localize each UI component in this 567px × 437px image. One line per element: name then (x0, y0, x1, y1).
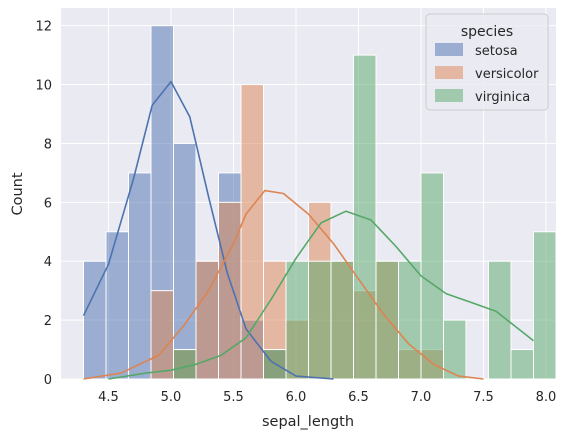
kde-line-setosa (82, 80, 334, 380)
legend-items: setosa versicolor virginica (435, 43, 539, 105)
legend-swatch-setosa (435, 43, 463, 56)
bar-virginica-15 (420, 172, 444, 380)
legend-title: species (461, 24, 513, 40)
legend: species setosa versicolor virginica (425, 13, 549, 111)
bar-versicolor-6 (218, 201, 242, 380)
y-axis-label: Count (10, 172, 26, 215)
kde-curves (82, 80, 534, 380)
y-tick-labels: 0 2 4 6 8 10 12 (35, 20, 52, 388)
y-tick-label-0: 0 (44, 373, 52, 388)
y-tick-label-4: 8 (44, 137, 52, 152)
bar-virginica-18 (488, 260, 512, 380)
bar-setosa-0 (83, 260, 107, 380)
kde-line-versicolor (83, 189, 484, 380)
bar-virginica-13 (375, 260, 399, 380)
x-tick-label-0: 4.5 (98, 390, 119, 405)
bar-virginica-10 (308, 260, 332, 380)
y-tick-label-2: 4 (44, 255, 52, 270)
histogram-bars (83, 25, 557, 380)
bar-virginica-11 (330, 260, 354, 380)
legend-swatch-virginica (435, 89, 463, 102)
x-tick-label-5: 7.0 (411, 390, 432, 405)
x-tick-label-7: 8.0 (536, 390, 557, 405)
bar-virginica-14 (398, 260, 422, 380)
bar-versicolor-3 (150, 290, 174, 380)
y-tick-label-3: 6 (44, 196, 52, 211)
bar-virginica-9 (285, 260, 309, 380)
y-tick-label-5: 10 (35, 79, 52, 94)
x-axis-label: sepal_length (262, 414, 354, 430)
legend-label-versicolor: versicolor (475, 67, 539, 82)
bar-setosa-2 (128, 172, 152, 380)
bar-setosa-1 (105, 231, 129, 380)
legend-label-setosa: setosa (475, 44, 518, 59)
y-tick-label-1: 2 (44, 314, 52, 329)
x-tick-label-3: 6.0 (286, 390, 307, 405)
x-tick-label-6: 7.5 (473, 390, 494, 405)
legend-label-virginica: virginica (475, 90, 530, 105)
bar-virginica-19 (510, 349, 534, 380)
bar-virginica-20 (533, 231, 557, 380)
bar-virginica-16 (443, 319, 467, 380)
x-tick-label-4: 6.5 (348, 390, 369, 405)
legend-swatch-versicolor (435, 66, 463, 79)
x-tick-label-2: 5.5 (223, 390, 244, 405)
x-tick-label-1: 5.0 (161, 390, 182, 405)
x-tick-labels: 4.5 5.0 5.5 6.0 6.5 7.0 7.5 8.0 (98, 390, 556, 405)
kde-line-virginica (108, 210, 534, 380)
bar-versicolor-7 (240, 84, 264, 380)
y-tick-label-6: 12 (35, 20, 52, 35)
bar-setosa-4 (173, 142, 197, 380)
legend-box (425, 13, 549, 111)
